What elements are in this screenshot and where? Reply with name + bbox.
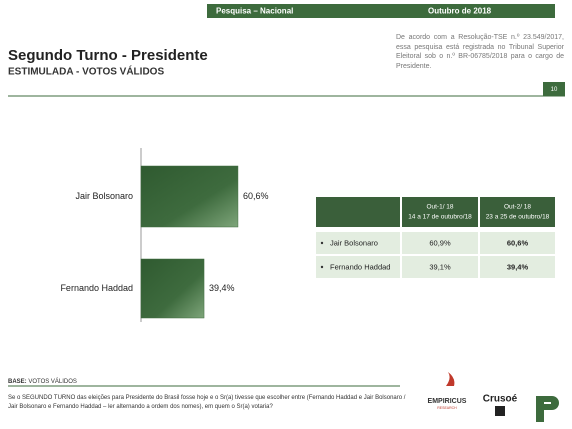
- table-value: 60,9%: [429, 238, 451, 247]
- table-header-cell: [480, 197, 555, 227]
- table: Out-1/ 18 14 a 17 de outubro/18 Out-2/ 18 2…: [316, 197, 555, 278]
- bar: [140, 258, 205, 319]
- table-value: 60,6%: [507, 238, 529, 247]
- table-cell: [480, 256, 555, 278]
- table-header-cell: [402, 197, 478, 227]
- column-title: Out-1/ 18: [426, 204, 453, 211]
- row-label: Fernando Haddad: [330, 262, 390, 271]
- disclaimer-box: De acordo com a Resolução-TSE n.º 23.549…: [396, 34, 564, 70]
- page-number: 10: [551, 87, 558, 93]
- brand-logo: [536, 396, 559, 422]
- table-header-cell: [316, 197, 400, 227]
- column-subtitle: 23 a 25 de outubro/18: [486, 214, 550, 221]
- base-label: BASE:: [8, 379, 27, 385]
- bullet: [320, 241, 324, 245]
- page-badge: [543, 82, 565, 96]
- crusoe-icon: [495, 406, 505, 416]
- base: BASE: VOTOS VÁLIDOS: [8, 378, 77, 385]
- bullet: [320, 265, 324, 269]
- table-cell: [402, 256, 478, 278]
- question: Se o SEGUNDO TURNO das eleições para Pre…: [8, 395, 406, 410]
- table-cell: [480, 232, 555, 254]
- disclaimer: De acordo com a Resolução-TSE n.º 23.549…: [396, 34, 564, 70]
- header-bar: [207, 4, 555, 18]
- category-label: Fernando Haddad: [60, 283, 133, 293]
- empiricus-logo: EMPIRICUS: [428, 398, 467, 405]
- base-value: VOTOS VÁLIDOS: [28, 378, 77, 385]
- bar: [140, 165, 239, 228]
- header-section: Pesquisa – Nacional: [216, 7, 293, 16]
- value-label: 39,4%: [209, 283, 235, 293]
- table-value: 39,4%: [507, 262, 529, 271]
- column-subtitle: 14 a 17 de outubro/18: [408, 214, 472, 221]
- table-cell: [316, 256, 400, 278]
- category-label: Jair Bolsonaro: [75, 191, 133, 201]
- chart-subtitle: ESTIMULADA - VOTOS VÁLIDOS: [8, 65, 164, 78]
- row-label: Jair Bolsonaro: [330, 238, 378, 247]
- empiricus-sub: RESEARCH: [437, 406, 457, 410]
- chart-title: Segundo Turno - Presidente: [8, 47, 208, 64]
- table-value: 39,1%: [429, 262, 451, 271]
- question-box: Se o SEGUNDO TURNO das eleições para Pre…: [8, 395, 406, 410]
- value-label: 60,6%: [243, 191, 269, 201]
- header-date: Outubro de 2018: [428, 7, 492, 16]
- empiricus-icon: [446, 372, 455, 386]
- table-cell: [316, 232, 400, 254]
- table-cell: [402, 232, 478, 254]
- column-title: Out-2/ 18: [504, 204, 531, 211]
- crusoe-logo: Crusoé: [483, 394, 518, 405]
